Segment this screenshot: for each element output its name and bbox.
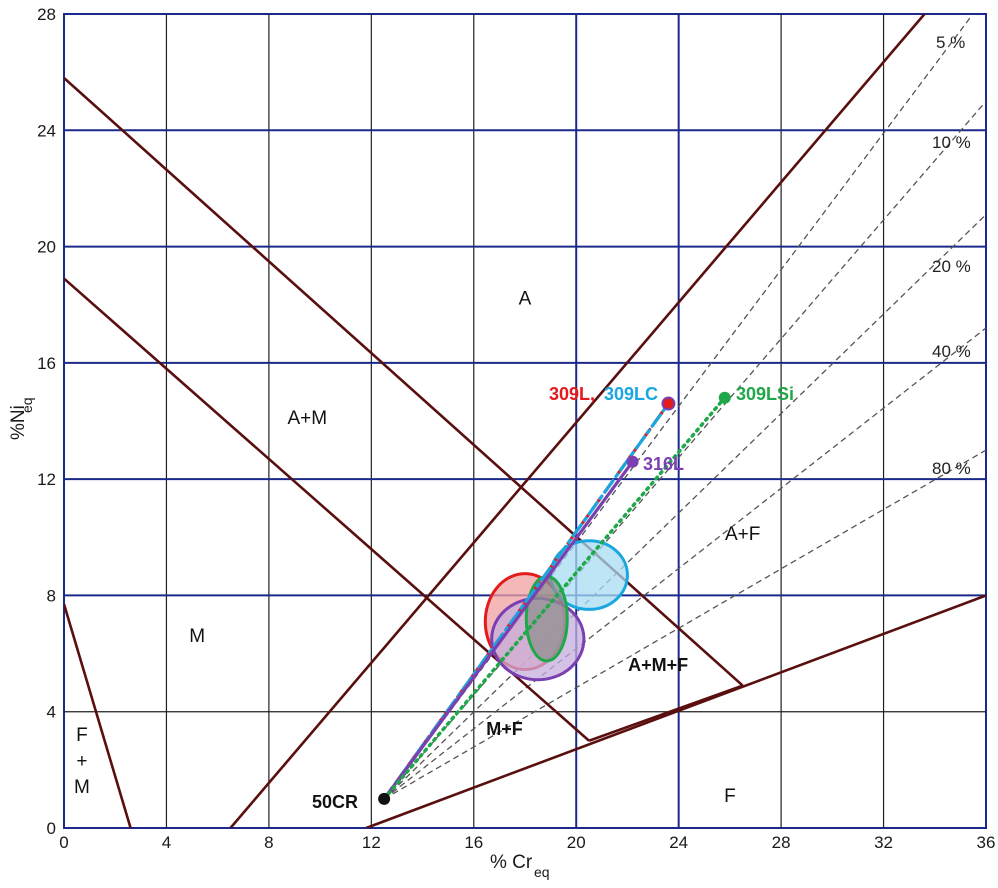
series-309lsi [382, 395, 727, 801]
x-tick-label: 4 [162, 833, 171, 852]
region-label: A+F [725, 524, 760, 545]
region-labels: 5 % 10 % 20 % 40 % 80 % A A+M M F + M A+F A+M+F M+F F [74, 33, 971, 807]
plot-frame [63, 13, 987, 829]
point-marker [626, 455, 639, 468]
region-label: M+F [486, 719, 523, 739]
y-tick-label: 0 [47, 819, 56, 838]
label-50cr: 50CR [312, 792, 358, 812]
y-tick-label: 20 [37, 238, 56, 257]
region-label: F [76, 725, 88, 746]
dilution-lines [382, 395, 727, 801]
ferrite-line [383, 14, 974, 800]
x-tick-label: 24 [669, 833, 688, 852]
y-axis-title: %Ni [8, 405, 29, 440]
y-tick-label: 28 [37, 5, 56, 24]
boundary-line [365, 594, 986, 828]
ferrite-lines [383, 14, 986, 800]
point-marker [661, 396, 676, 411]
tick-labels: 0 4 8 12 16 20 24 28 32 36 0 4 8 12 16 20 24 28 [37, 5, 995, 852]
y-tick-label: 8 [47, 586, 56, 605]
point-marker [378, 792, 391, 805]
ferrite-line [383, 449, 986, 800]
x-tick-label: 8 [264, 833, 273, 852]
y-tick-label: 12 [37, 470, 56, 489]
label-316l: 316L [643, 454, 684, 474]
x-axis-title: % Cr [490, 852, 533, 873]
boundary-line [588, 684, 744, 743]
region-label: A+M [288, 408, 328, 429]
boundary-line [229, 14, 926, 828]
label-309lc: 309LC [604, 384, 658, 404]
point-labels: 50CR 309L, 309LC 316L 309LSi [312, 384, 794, 812]
boundary-line [64, 76, 744, 687]
ferrite-label: 40 % [932, 342, 971, 361]
ferrite-label: 80 % [932, 459, 971, 478]
label-309l: 309L, [549, 384, 595, 404]
x-tick-label: 0 [59, 833, 68, 852]
x-tick-label: 28 [772, 833, 791, 852]
region-label: M [189, 626, 205, 647]
grid [63, 13, 987, 829]
ferrite-line [383, 100, 986, 800]
boundary-line [64, 603, 132, 828]
region-label: M [74, 777, 90, 798]
region-label: A+M+F [628, 655, 688, 675]
label-309lsi: 309LSi [736, 384, 794, 404]
composition-points [378, 391, 731, 805]
ferrite-label: 5 % [936, 33, 965, 52]
y-tick-label: 24 [37, 121, 56, 140]
phase-boundaries [64, 14, 986, 828]
y-axis-title-sub: eq [19, 397, 35, 413]
series-316l [382, 460, 635, 801]
x-tick-label: 36 [977, 833, 996, 852]
composition-ellipses [483, 539, 629, 682]
region-label: A [519, 289, 532, 310]
x-tick-label: 32 [874, 833, 893, 852]
x-tick-label: 20 [567, 833, 586, 852]
y-tick-label: 16 [37, 354, 56, 373]
ferrite-label: 20 % [932, 257, 971, 276]
x-axis-title-sub: eq [534, 864, 550, 880]
region-label: + [76, 751, 87, 772]
ferrite-line [383, 327, 986, 800]
point-marker [718, 391, 731, 404]
region-label: F [724, 786, 736, 807]
ferrite-label: 10 % [932, 133, 971, 152]
x-tick-label: 16 [464, 833, 483, 852]
x-tick-label: 12 [362, 833, 381, 852]
y-tick-label: 4 [47, 703, 56, 722]
